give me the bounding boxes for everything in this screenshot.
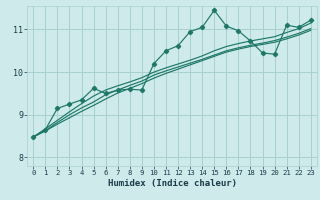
X-axis label: Humidex (Indice chaleur): Humidex (Indice chaleur): [108, 179, 236, 188]
